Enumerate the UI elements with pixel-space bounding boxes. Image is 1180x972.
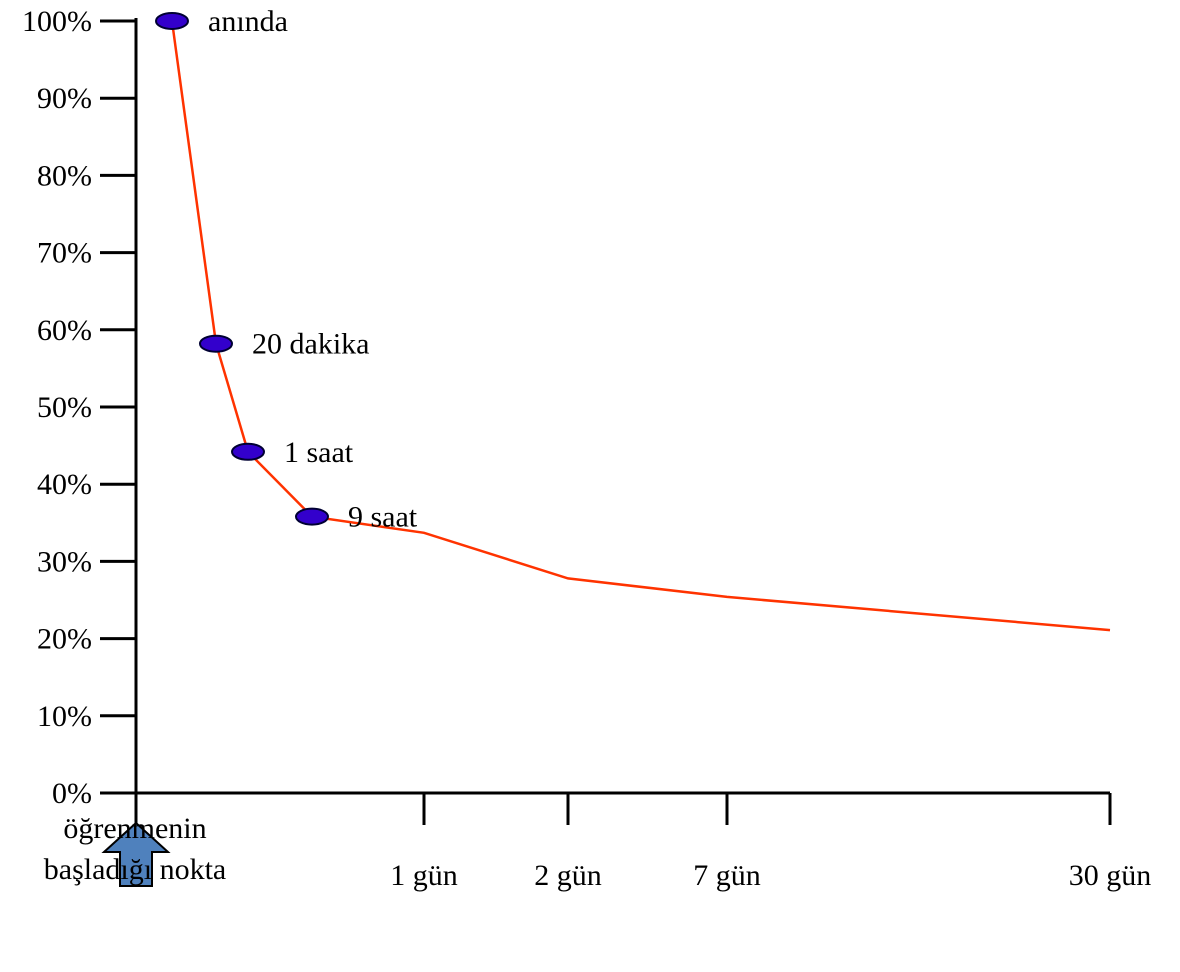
data-point-marker bbox=[295, 507, 329, 526]
data-point-marker bbox=[199, 334, 233, 353]
data-markers bbox=[155, 12, 329, 526]
point-annotations: anında 20 dakika 1 saat 9 saat bbox=[208, 5, 418, 534]
x-tick-label: 7 gün bbox=[693, 859, 761, 892]
y-tick-label: 30% bbox=[37, 545, 92, 578]
y-tick-label: 50% bbox=[37, 391, 92, 424]
start-note: öğrenmenin başladığı nokta bbox=[0, 808, 270, 890]
x-tick-label: 2 gün bbox=[534, 859, 602, 892]
data-point-label: 20 dakika bbox=[252, 328, 369, 361]
y-tick-label: 20% bbox=[37, 623, 92, 656]
y-tick-label: 100% bbox=[22, 5, 92, 38]
data-point-marker bbox=[231, 442, 265, 461]
x-ticks: 1 gün 2 gün 7 gün 30 gün bbox=[134, 793, 1152, 892]
y-tick-label: 80% bbox=[37, 159, 92, 192]
y-tick-label: 40% bbox=[37, 468, 92, 501]
y-tick-label: 60% bbox=[37, 314, 92, 347]
start-note-line-1: öğrenmenin bbox=[63, 812, 207, 845]
y-tick-label: 10% bbox=[37, 700, 92, 733]
y-ticks: 0% 10% 20% 30% 40% 50% 60% 70% 80% 90% 100% bbox=[22, 5, 136, 810]
x-tick-label: 1 gün bbox=[390, 859, 458, 892]
y-tick-label: 0% bbox=[52, 777, 92, 810]
x-tick-label: 30 gün bbox=[1069, 859, 1152, 892]
data-point-label: anında bbox=[208, 5, 288, 38]
data-point-marker bbox=[155, 12, 189, 30]
y-tick-label: 90% bbox=[37, 82, 92, 115]
series-line bbox=[170, 20, 1111, 632]
y-tick-label: 70% bbox=[37, 237, 92, 270]
start-note-line-2: başladığı nokta bbox=[43, 853, 227, 886]
start-arrow-icon bbox=[101, 821, 171, 887]
data-point-label: 9 saat bbox=[348, 501, 418, 534]
data-point-label: 1 saat bbox=[284, 436, 354, 469]
